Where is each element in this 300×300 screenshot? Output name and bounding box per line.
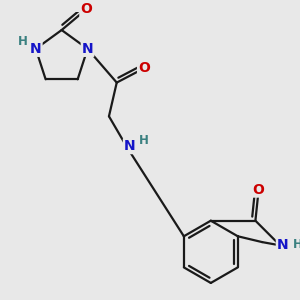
Text: H: H xyxy=(139,134,149,147)
Text: N: N xyxy=(82,42,93,56)
Text: O: O xyxy=(138,61,150,75)
Text: O: O xyxy=(253,183,265,196)
Text: N: N xyxy=(30,42,42,56)
Text: N: N xyxy=(277,238,289,252)
Text: O: O xyxy=(80,2,92,16)
Text: H: H xyxy=(293,238,300,250)
Text: N: N xyxy=(124,139,136,153)
Text: H: H xyxy=(18,34,28,48)
